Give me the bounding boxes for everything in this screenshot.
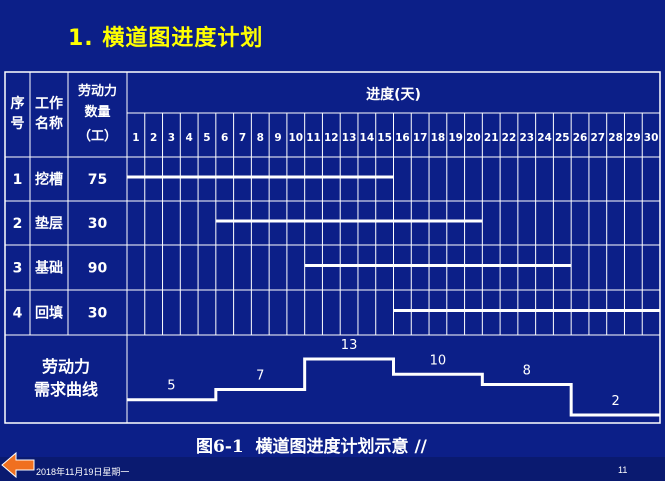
row-labor: 30 (88, 306, 108, 322)
labor-value-label: 5 (167, 379, 175, 394)
day-label: 22 (502, 132, 517, 144)
row-name: 挖槽 (35, 171, 63, 188)
day-label: 29 (626, 132, 641, 144)
row-name: 基础 (35, 260, 63, 277)
day-label: 23 (519, 132, 534, 144)
day-label: 18 (431, 132, 446, 144)
day-label: 1 (132, 132, 139, 144)
slide-title: 1. 横道图进度计划 (68, 26, 264, 51)
day-label: 19 (448, 132, 463, 144)
labor-value-label: 8 (523, 363, 531, 378)
day-label: 27 (591, 132, 606, 144)
row-seq: 3 (13, 261, 23, 277)
day-label: 7 (239, 132, 246, 144)
day-label: 16 (395, 132, 410, 144)
day-label: 2 (150, 132, 157, 144)
day-label: 25 (555, 132, 570, 144)
day-label: 3 (168, 132, 175, 144)
footer-bar (0, 457, 665, 481)
day-label: 11 (306, 132, 321, 144)
header-progress: 进度(天) (366, 86, 421, 103)
day-label: 26 (573, 132, 588, 144)
row-seq: 4 (13, 306, 23, 322)
table-border (4, 71, 661, 424)
row-labor: 75 (88, 172, 107, 188)
footer-date: 2018年11月19日星期一 (36, 467, 130, 477)
day-label: 28 (608, 132, 623, 144)
figure-caption: 图6-1 横道图进度计划示意 // (196, 437, 427, 457)
header-seq-2: 号 (11, 116, 25, 132)
back-arrow-icon[interactable] (0, 450, 36, 480)
day-label: 21 (484, 132, 499, 144)
day-label: 24 (537, 132, 552, 144)
day-label: 5 (203, 132, 210, 144)
header-labor-2: 数量 (84, 104, 110, 120)
day-label: 20 (466, 132, 481, 144)
header-name-1: 工作 (35, 95, 63, 112)
day-label: 8 (257, 132, 264, 144)
page-number: 11 (618, 465, 628, 475)
header-seq-1: 序 (11, 95, 25, 112)
day-label: 14 (360, 132, 375, 144)
day-label: 17 (413, 132, 428, 144)
labor-value-label: 13 (341, 338, 358, 353)
labor-curve (127, 357, 660, 417)
row-name: 垫层 (35, 215, 63, 232)
row-name: 回填 (35, 305, 63, 322)
day-label: 13 (342, 132, 357, 144)
row-labor: 30 (88, 216, 108, 232)
labor-value-label: 7 (256, 369, 264, 384)
header-name-2: 名称 (35, 115, 63, 132)
curve-label-1: 劳动力 (42, 357, 90, 376)
day-label: 10 (288, 132, 303, 144)
row-seq: 2 (13, 216, 23, 232)
header-labor-3: （工） (78, 128, 117, 144)
header-labor-1: 劳动力 (78, 83, 117, 99)
day-label: 12 (324, 132, 339, 144)
labor-value-label: 2 (611, 394, 619, 409)
row-seq: 1 (13, 172, 23, 188)
labor-value-label: 10 (430, 353, 447, 368)
day-label: 9 (274, 132, 281, 144)
day-label: 6 (221, 132, 228, 144)
day-label: 15 (377, 132, 392, 144)
curve-label-2: 需求曲线 (34, 380, 98, 399)
day-label: 4 (186, 132, 193, 144)
row-labor: 90 (88, 261, 108, 277)
day-label: 30 (644, 132, 659, 144)
